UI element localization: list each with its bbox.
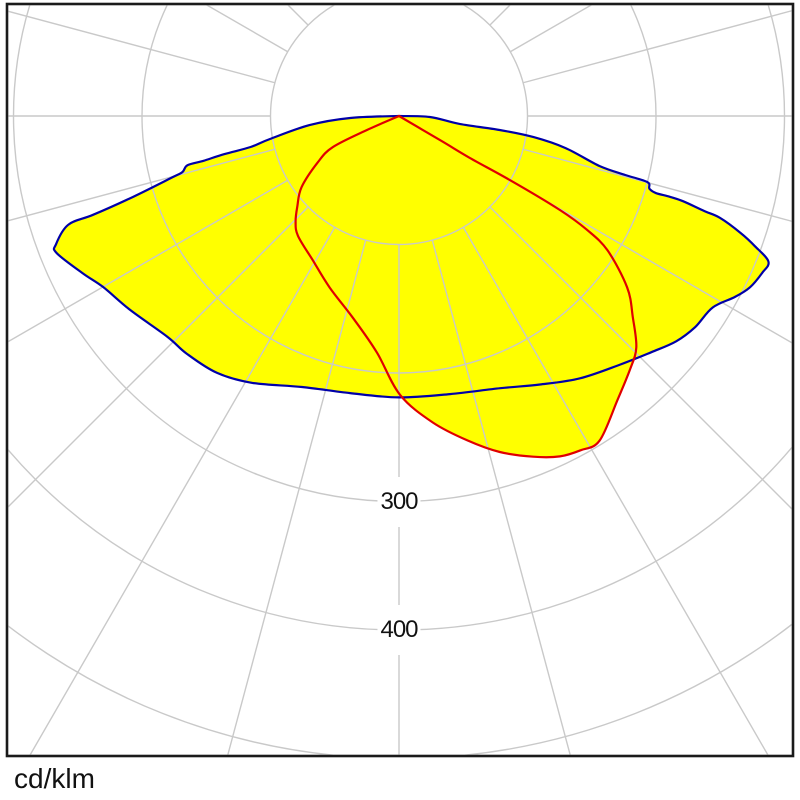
grid-ray-285deg: [8, 148, 276, 222]
chart-frame: [5, 2, 795, 758]
beam-fill-red: [295, 116, 637, 458]
grid-ray-30deg: [462, 226, 769, 755]
grid-ray-105deg: [522, 10, 792, 84]
grid-ray-45deg: [489, 206, 792, 510]
grid-ray-255deg: [8, 10, 276, 84]
grid-ray-330deg: [29, 226, 336, 755]
grid-ray-120deg: [509, 5, 592, 53]
grid-ray-315deg: [8, 206, 309, 508]
grid-ray-300deg: [8, 179, 289, 343]
grid-ray-15deg: [431, 239, 571, 755]
beam-fill-group: [53, 116, 769, 458]
blue-curve: [52, 114, 770, 399]
red-curve: [294, 114, 638, 459]
grid-ray-60deg: [509, 179, 792, 344]
radial-tick-label-300: 300: [377, 476, 421, 527]
unit-label: cd/klm: [14, 763, 95, 794]
grid-ray-345deg: [227, 239, 367, 755]
grid-ray-75deg: [522, 148, 792, 222]
radial-tick-label-400: 400: [377, 605, 421, 655]
grid-ray-240deg: [206, 5, 289, 53]
